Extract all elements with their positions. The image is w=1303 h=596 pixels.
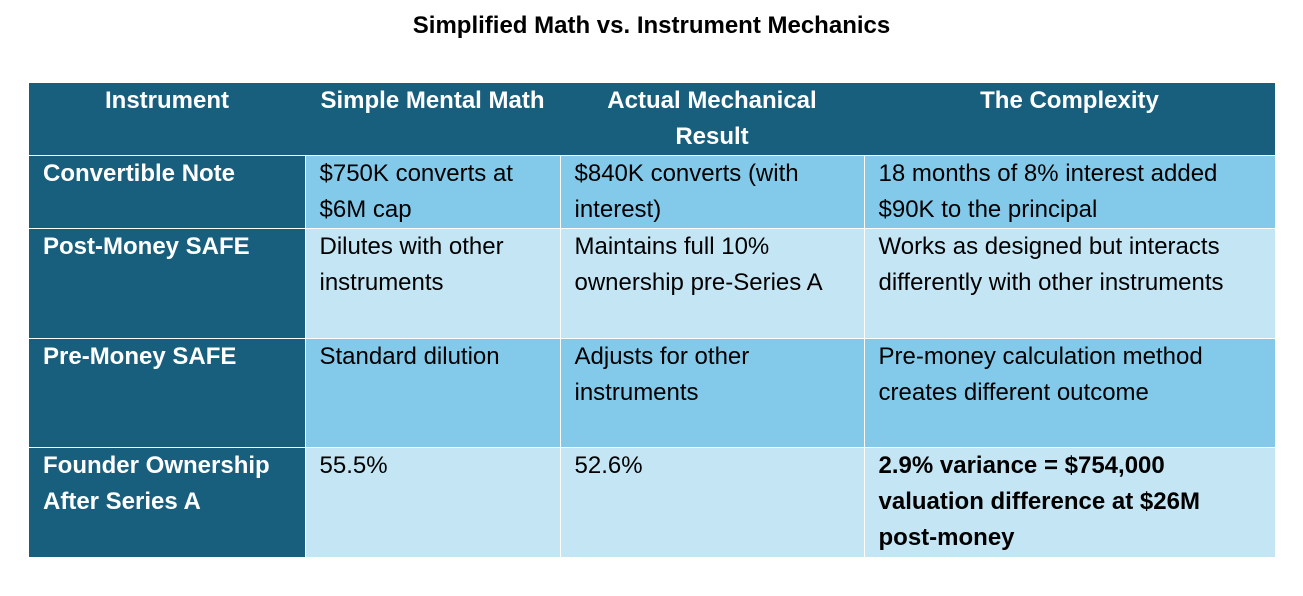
header-actual-mechanical-result: Actual Mechanical Result [560,83,864,156]
table-row: Post-Money SAFE Dilutes with other instr… [29,228,1275,339]
page-title: Simplified Math vs. Instrument Mechanics [412,12,891,39]
header-simple-mental-math: Simple Mental Math [305,83,560,156]
comparison-table: Instrument Simple Mental Math Actual Mec… [29,83,1275,557]
table-cell: Works as designed but interacts differen… [863,228,1275,339]
table-cell: Pre-money calculation method creates dif… [863,338,1275,448]
header-instrument: Instrument [29,83,305,156]
table-cell-variance: 2.9% variance = $754,000 valuation diffe… [863,447,1275,557]
row-label: Pre-Money SAFE [29,338,305,448]
table-cell: Adjusts for other instruments [559,338,864,448]
table-cell: Standard dilution [304,338,560,448]
table-cell: 55.5% [304,447,560,557]
table-cell: $750K converts at $6M cap [304,155,560,229]
table-cell: 18 months of 8% interest added $90K to t… [863,155,1275,229]
table-row: Pre-Money SAFE Standard dilution Adjusts… [29,338,1275,448]
table-cell: Dilutes with other instruments [304,228,560,339]
header-the-complexity: The Complexity [864,83,1275,156]
table-cell: Maintains full 10% ownership pre-Series … [559,228,864,339]
table-cell: $840K converts (with interest) [559,155,864,229]
table-row: Convertible Note $750K converts at $6M c… [29,155,1275,229]
table-row: Founder Ownership After Series A 55.5% 5… [29,447,1275,557]
row-label: Convertible Note [29,155,305,229]
row-label: Founder Ownership After Series A [29,447,305,557]
table-header-row: Instrument Simple Mental Math Actual Mec… [29,83,1275,156]
table-cell: 52.6% [559,447,864,557]
row-label: Post-Money SAFE [29,228,305,339]
